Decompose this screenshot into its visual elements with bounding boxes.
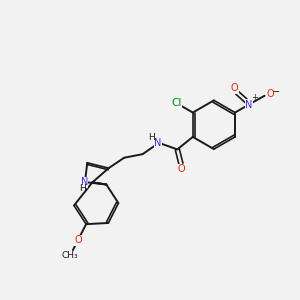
Text: O: O [230, 83, 238, 93]
Text: +: + [251, 93, 258, 102]
Text: H: H [148, 133, 155, 142]
Text: N: N [154, 138, 161, 148]
Text: Cl: Cl [171, 98, 182, 108]
Text: N: N [245, 100, 253, 110]
Text: N: N [81, 177, 88, 187]
Text: CH₃: CH₃ [61, 251, 78, 260]
Text: −: − [272, 87, 281, 97]
Text: H: H [79, 184, 86, 193]
Text: O: O [266, 89, 274, 99]
Text: O: O [74, 235, 82, 245]
Text: O: O [177, 164, 185, 174]
